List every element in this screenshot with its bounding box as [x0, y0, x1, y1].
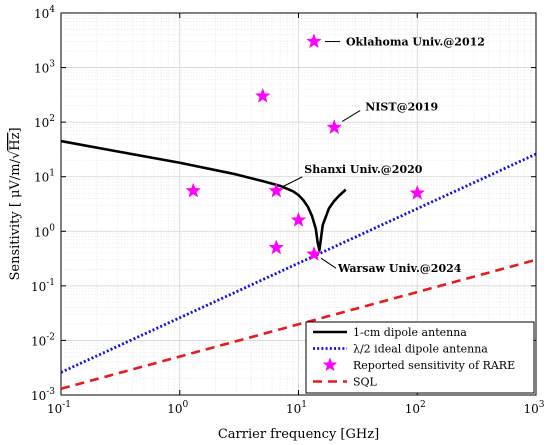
x-tick-exponent: 0 — [183, 400, 189, 410]
y-tick-exponent: 0 — [49, 223, 55, 233]
annotation-leader — [282, 176, 303, 188]
y-axis-label-root: √ — [8, 150, 23, 159]
series-layer — [60, 33, 537, 391]
y-tick-base: 10 — [34, 171, 49, 185]
y-tick-base: 10 — [31, 280, 46, 294]
annotation-label: Oklahoma Univ.@2012 — [346, 36, 485, 49]
y-tick-base: 10 — [31, 334, 46, 348]
legend-label: Reported sensitivity of RARE — [353, 359, 515, 372]
annotation-layer: Oklahoma Univ.@2012 NIST@2019 Shanxi Univ.… — [282, 36, 485, 275]
y-tick-label: 10-2 — [31, 332, 55, 348]
rare-marker — [268, 182, 285, 198]
y-tick-label: 104 — [34, 5, 55, 21]
legend: 1-cm dipole antenna λ/2 ideal dipole ante… — [305, 321, 535, 394]
y-tick-base: 10 — [34, 116, 49, 130]
rare-marker — [409, 184, 426, 200]
rare-marker — [268, 239, 285, 255]
x-tick-base: 10 — [47, 402, 62, 416]
x-tick-label: 101 — [286, 400, 307, 416]
y-axis-label-prefix: Sensitivity [ μV/m/ — [8, 158, 23, 280]
y-tick-base: 10 — [31, 389, 46, 403]
x-tick-label: 103 — [523, 400, 544, 416]
x-tick-base: 10 — [523, 402, 538, 416]
rare-marker — [254, 87, 271, 103]
y-tick-exponent: -3 — [46, 387, 55, 397]
legend-marker — [322, 357, 338, 372]
x-tick-exponent: 2 — [420, 400, 426, 410]
x-tick-label: 10-1 — [47, 400, 71, 416]
y-tick-exponent: 1 — [49, 169, 55, 179]
y-axis-label-suffix: ] — [8, 127, 23, 132]
x-tick-label: 102 — [405, 400, 426, 416]
y-tick-label: 100 — [34, 223, 55, 239]
annotation-leader — [320, 257, 337, 269]
annotation-label: Warsaw Univ.@2024 — [337, 262, 462, 275]
series-line-0 — [60, 139, 347, 252]
rare-marker — [326, 119, 343, 135]
x-tick-base: 10 — [167, 402, 182, 416]
y-tick-exponent: 4 — [49, 5, 55, 15]
y-axis-label: Sensitivity [ μV/m/√Hz] — [8, 127, 23, 280]
x-tick-exponent: -1 — [62, 400, 71, 410]
y-tick-label: 10-1 — [31, 278, 55, 294]
y-tick-exponent: 2 — [49, 114, 55, 124]
y-tick-label: 103 — [34, 60, 55, 76]
annotation-label: NIST@2019 — [365, 100, 438, 113]
y-tick-base: 10 — [34, 7, 49, 21]
annotation-label: Shanxi Univ.@2020 — [304, 163, 422, 176]
rare-marker — [185, 182, 202, 198]
y-tick-exponent: 3 — [49, 60, 55, 70]
series-line-3 — [60, 258, 537, 391]
rare-marker — [306, 33, 322, 49]
x-tick-base: 10 — [405, 402, 420, 416]
legend-label: SQL — [353, 376, 378, 389]
tick-layer: 10-1 100 101 102 10310-310-210-1100101102103… — [31, 5, 545, 416]
y-tick-label: 101 — [34, 169, 55, 185]
y-axis-label-hz: Hz — [8, 132, 23, 150]
svg-text:Sensitivity [ μV/m/√Hz]: Sensitivity [ μV/m/√Hz] — [8, 127, 23, 280]
y-tick-exponent: -1 — [46, 278, 55, 288]
y-tick-exponent: -2 — [46, 332, 55, 342]
x-tick-exponent: 3 — [539, 400, 545, 410]
x-axis-label: Carrier frequency [GHz] — [218, 427, 379, 442]
annotation-leader — [341, 110, 361, 122]
legend-label: λ/2 ideal dipole antenna — [353, 343, 488, 356]
y-tick-label: 10-3 — [31, 387, 55, 403]
y-tick-base: 10 — [34, 225, 49, 239]
legend-label: 1-cm dipole antenna — [353, 326, 467, 339]
x-tick-base: 10 — [286, 402, 301, 416]
y-tick-base: 10 — [34, 62, 49, 76]
y-tick-label: 102 — [34, 114, 55, 130]
rare-marker — [290, 211, 307, 227]
x-tick-exponent: 1 — [301, 400, 307, 410]
grid — [60, 13, 536, 396]
x-tick-label: 100 — [167, 400, 188, 416]
series-line-1 — [60, 152, 537, 374]
rare-marker — [306, 245, 322, 261]
